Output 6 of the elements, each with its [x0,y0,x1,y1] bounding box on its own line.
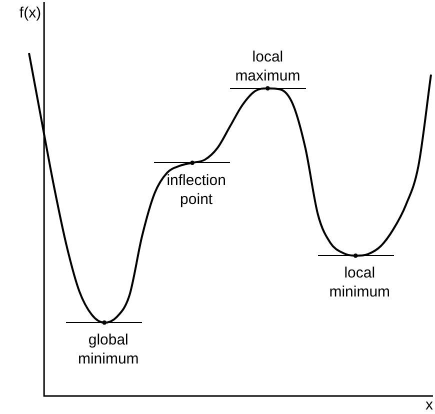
annotation: local maximum [235,48,300,84]
x-axis-title: x [426,396,434,414]
annotation: global minimum [78,332,139,368]
y-axis-title: f(x) [19,4,42,22]
annotation: local minimum [329,264,390,301]
annotation: inflection point [166,172,226,208]
